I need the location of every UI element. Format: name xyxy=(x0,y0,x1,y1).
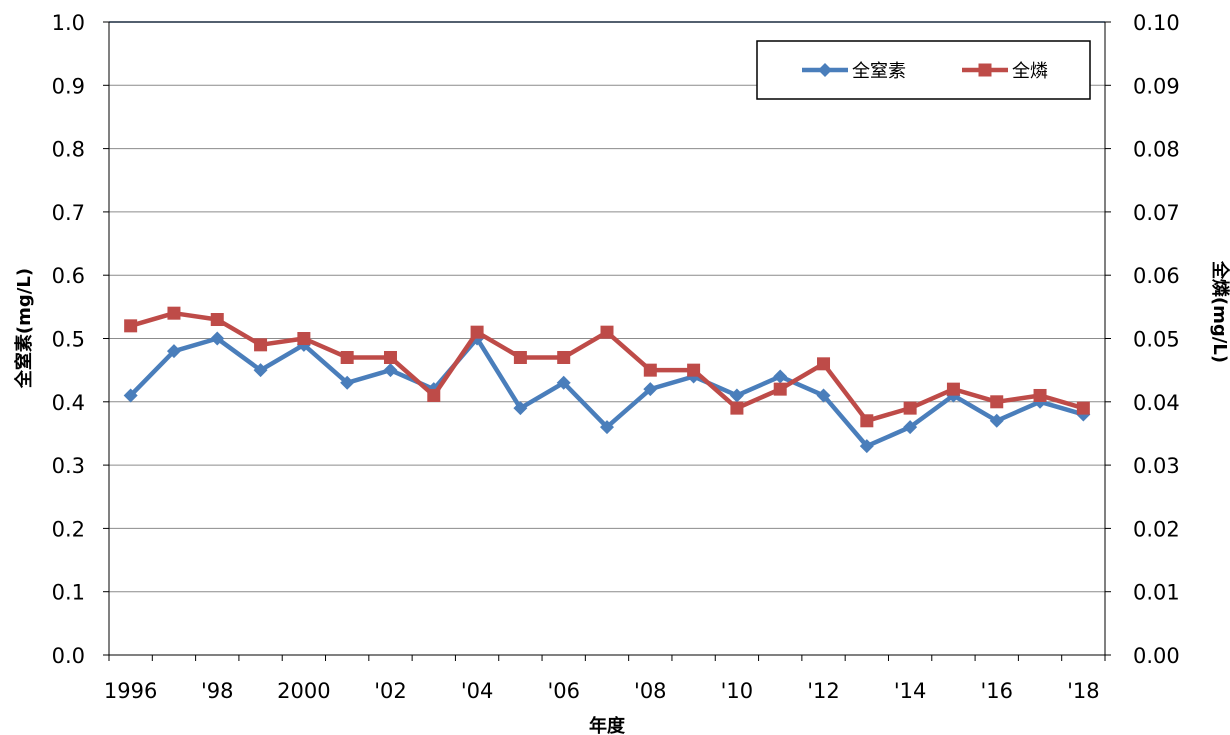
data-point xyxy=(946,382,960,396)
data-point xyxy=(773,369,788,384)
x-tick-label: '98 xyxy=(201,679,234,703)
data-point xyxy=(729,388,744,403)
right-y-tick-label: 0.07 xyxy=(1133,201,1180,225)
left-y-tick-label: 0.7 xyxy=(52,201,85,225)
data-point xyxy=(210,313,224,327)
left-y-tick-label: 0.4 xyxy=(52,391,85,415)
x-tick-label: '06 xyxy=(547,679,580,703)
x-axis-title: 年度 xyxy=(589,715,626,735)
legend: 全窒素 全燐 xyxy=(756,40,1091,100)
data-point xyxy=(556,375,571,390)
left-y-tick-label: 0.2 xyxy=(52,517,85,541)
data-point xyxy=(643,382,658,397)
x-tick-label: '02 xyxy=(374,679,407,703)
data-point xyxy=(513,350,527,364)
data-point xyxy=(166,344,181,359)
x-tick-label: '10 xyxy=(721,679,754,703)
data-point xyxy=(730,401,744,415)
data-point xyxy=(816,388,831,403)
right-y-tick-label: 0.00 xyxy=(1133,644,1180,668)
legend-square-marker xyxy=(978,63,992,77)
data-point xyxy=(124,319,138,333)
right-y-tick-label: 0.06 xyxy=(1133,264,1180,288)
legend-label: 全燐 xyxy=(1012,61,1048,82)
left-y-tick-label: 0.0 xyxy=(52,644,85,668)
legend-diamond-marker xyxy=(818,63,832,77)
x-tick-label: '08 xyxy=(634,679,667,703)
data-point xyxy=(990,395,1004,409)
right-y-tick-label: 0.03 xyxy=(1133,454,1180,478)
data-point xyxy=(470,325,484,339)
left-y-tick-label: 0.8 xyxy=(52,138,85,162)
left-y-tick-label: 0.9 xyxy=(52,74,85,98)
data-point xyxy=(989,413,1004,428)
data-point xyxy=(687,363,701,377)
data-point xyxy=(253,363,268,378)
data-point xyxy=(600,420,614,435)
left-y-tick-label: 1.0 xyxy=(52,11,85,35)
data-point xyxy=(254,338,268,352)
x-tick-label: '04 xyxy=(461,679,494,703)
data-point xyxy=(903,401,917,415)
legend-label: 全窒素 xyxy=(852,61,906,82)
right-y-tick-label: 0.01 xyxy=(1133,581,1180,605)
data-point xyxy=(123,388,138,403)
data-point xyxy=(600,325,614,339)
data-point xyxy=(1076,401,1090,415)
right-y-tick-label: 0.09 xyxy=(1133,74,1180,98)
data-point xyxy=(167,306,181,320)
data-point xyxy=(297,332,311,345)
data-point xyxy=(817,357,831,371)
x-tick-label: 2000 xyxy=(277,679,330,703)
series-layer xyxy=(123,306,1091,454)
right-y-tick-label: 0.05 xyxy=(1133,328,1180,352)
left-y-tick-label: 0.3 xyxy=(52,454,85,478)
data-point xyxy=(383,350,397,364)
left-y-axis-title: 全窒素(mg/L) xyxy=(13,268,35,389)
data-point xyxy=(383,363,398,378)
data-point xyxy=(513,401,528,416)
data-point xyxy=(903,420,918,435)
right-y-tick-label: 0.04 xyxy=(1133,391,1180,415)
data-point xyxy=(557,350,571,364)
x-tick-label: '14 xyxy=(894,679,927,703)
series-square xyxy=(124,306,1090,428)
x-tick-label: 1996 xyxy=(104,679,157,703)
right-y-tick-label: 0.08 xyxy=(1133,138,1180,162)
right-y-axis-ticks: 0.00 0.01 0.02 0.03 0.04 0.05 0.06 0.07 0.08 0.09… xyxy=(1105,11,1180,668)
right-y-tick-label: 0.02 xyxy=(1133,517,1180,541)
x-axis-ticks: 1996 '98 2000 '02 '04 '06 '08 '10 '12 '14 '16 '18 xyxy=(104,655,1106,703)
data-point xyxy=(860,414,874,428)
left-y-axis-ticks: 0.0 0.1 0.2 0.3 0.4 0.5 0.6 0.7 0.8 0.9 1.0 xyxy=(52,11,109,668)
data-point xyxy=(427,388,441,402)
right-y-axis-title: 全燐(mg/L) xyxy=(1209,260,1230,363)
x-tick-label: '18 xyxy=(1067,679,1100,703)
data-point xyxy=(1033,388,1047,402)
data-point xyxy=(643,363,657,377)
data-point xyxy=(210,331,225,346)
x-tick-label: '12 xyxy=(807,679,840,703)
left-y-tick-label: 0.5 xyxy=(52,328,85,352)
data-point xyxy=(773,382,787,396)
left-y-tick-label: 0.1 xyxy=(52,581,85,605)
data-point xyxy=(859,439,874,454)
data-point xyxy=(340,375,355,390)
right-y-tick-label: 0.10 xyxy=(1133,11,1180,35)
x-tick-label: '16 xyxy=(980,679,1013,703)
data-point xyxy=(340,350,354,364)
left-y-tick-label: 0.6 xyxy=(52,264,85,288)
